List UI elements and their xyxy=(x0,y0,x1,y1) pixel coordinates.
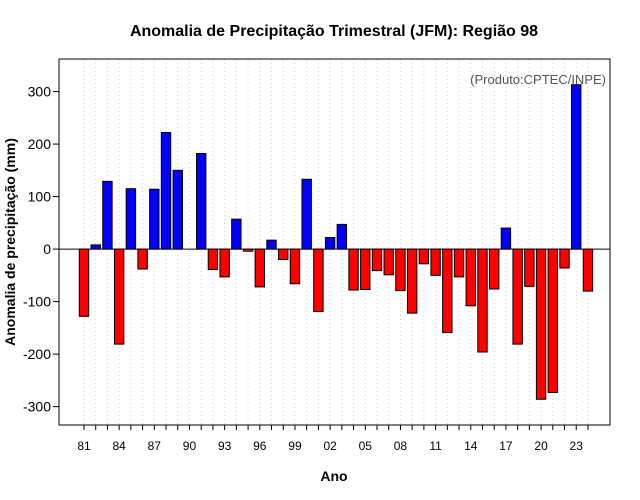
bar-2000 xyxy=(301,178,312,250)
vertical-gridlines xyxy=(83,59,589,425)
bar-2009 xyxy=(406,248,418,314)
bar-1982 xyxy=(90,244,101,250)
bar-2012 xyxy=(442,248,453,334)
x-tick-label: 87 xyxy=(148,439,162,453)
bar-2002 xyxy=(324,237,336,250)
bar-2010 xyxy=(418,248,430,265)
bar-2016 xyxy=(489,248,500,290)
x-tick-label: 81 xyxy=(77,439,91,453)
bar-1981 xyxy=(78,248,90,317)
y-axis-title: Anomalia de precipitação (mm) xyxy=(2,138,18,346)
bar-1998 xyxy=(278,248,289,261)
bar-1999 xyxy=(289,248,301,285)
bar-2005 xyxy=(360,248,371,291)
x-tick-label: 90 xyxy=(183,439,197,453)
bar-2013 xyxy=(453,248,465,278)
x-axis-title: Ano xyxy=(320,468,347,484)
y-tick-label: 100 xyxy=(28,189,52,205)
x-tick-label: 96 xyxy=(253,439,267,453)
bar-2003 xyxy=(336,223,348,250)
y-tick-label: -100 xyxy=(23,294,51,310)
x-tick-label: 11 xyxy=(429,439,442,453)
y-tick-label: 300 xyxy=(28,84,52,100)
bar-2023 xyxy=(571,84,582,250)
x-tick-label: 08 xyxy=(394,439,408,453)
bar-1986 xyxy=(137,248,148,270)
bar-2015 xyxy=(477,248,488,353)
bar-1991 xyxy=(196,153,207,250)
y-tick-label: -300 xyxy=(23,399,51,415)
bar-2019 xyxy=(524,248,535,287)
bar-1997 xyxy=(266,239,277,250)
bar-2014 xyxy=(465,248,476,307)
y-tick-label: 200 xyxy=(28,136,52,152)
bar-2021 xyxy=(547,248,558,393)
bar-2024 xyxy=(582,248,594,292)
plot-frame xyxy=(58,58,611,426)
y-tick-label: 0 xyxy=(43,241,51,257)
bar-1983 xyxy=(102,180,113,250)
bar-2018 xyxy=(512,248,523,345)
bar-1994 xyxy=(231,218,242,250)
bar-1984 xyxy=(113,248,125,345)
bar-1992 xyxy=(207,248,219,271)
x-tick-label: 02 xyxy=(323,439,337,453)
bar-2022 xyxy=(559,248,570,269)
bars xyxy=(78,84,594,400)
bar-2004 xyxy=(348,248,359,291)
y-axis: -300 -200 -100 0 100 200 300 xyxy=(23,84,59,415)
chart-title: Anomalia de Precipitação Trimestral (JFM… xyxy=(130,23,538,40)
x-tick-label: 23 xyxy=(570,439,584,453)
bar-1987 xyxy=(149,188,160,250)
x-tick-label: 14 xyxy=(464,439,478,453)
y-tick-label: -200 xyxy=(23,346,51,362)
bar-2008 xyxy=(395,248,406,292)
bar-2011 xyxy=(430,248,441,276)
x-axis: 81 84 87 90 93 96 99 02 05 08 11 14 17 20 23 xyxy=(77,425,589,453)
bar-2006 xyxy=(371,248,383,272)
x-tick-label: 99 xyxy=(288,439,302,453)
bar-1989 xyxy=(172,169,183,250)
bar-2001 xyxy=(313,248,324,313)
bar-1985 xyxy=(125,188,137,250)
x-tick-label: 84 xyxy=(112,439,126,453)
x-tick-label: 17 xyxy=(499,439,513,453)
bar-1993 xyxy=(219,248,230,278)
x-tick-label: 05 xyxy=(359,439,373,453)
x-tick-label: 20 xyxy=(534,439,548,453)
bar-2020 xyxy=(535,248,547,400)
bar-2017 xyxy=(500,227,512,250)
x-tick-label: 93 xyxy=(218,439,232,453)
bar-1995 xyxy=(242,248,254,252)
bar-1996 xyxy=(254,248,266,288)
bar-2007 xyxy=(383,248,394,276)
credit-label: (Produto:CPTEC/INPE) xyxy=(470,72,606,87)
bar-1988 xyxy=(160,132,172,250)
